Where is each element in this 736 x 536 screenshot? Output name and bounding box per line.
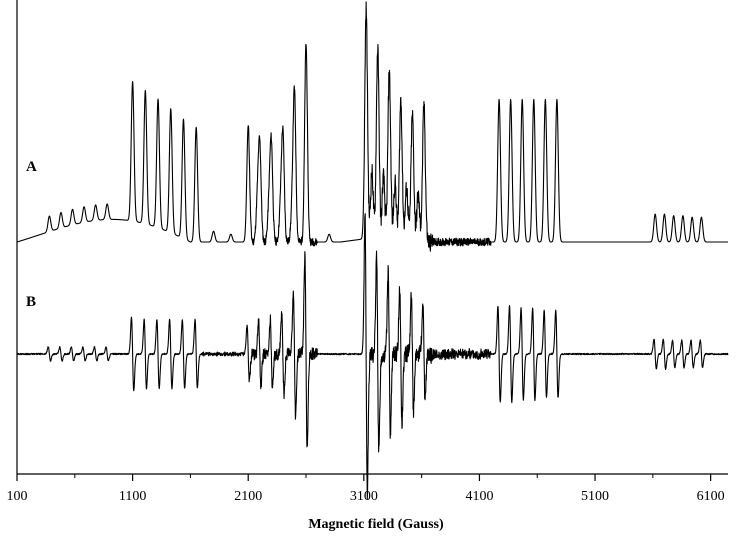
x-axis <box>16 0 728 475</box>
x-tick-label: 3100 <box>350 489 378 504</box>
x-tick-label: 1100 <box>119 489 146 504</box>
x-axis-ticks: 100 1100 2100 3100 4100 5100 6100 <box>7 474 725 504</box>
x-tick-label: 100 <box>7 489 28 504</box>
trace-label-b: B <box>26 294 36 310</box>
trace-labels: A B <box>26 159 37 310</box>
traces-layer <box>16 1 729 500</box>
x-tick-label: 2100 <box>234 489 262 504</box>
trace-b-line <box>16 213 729 500</box>
x-tick-label: 6100 <box>697 489 725 504</box>
x-tick-label: 4100 <box>465 489 493 504</box>
trace-label-a: A <box>26 159 37 175</box>
x-axis-title: Magnetic field (Gauss) <box>308 517 444 532</box>
trace-a-line <box>16 1 729 252</box>
x-tick-label: 5100 <box>581 489 609 504</box>
